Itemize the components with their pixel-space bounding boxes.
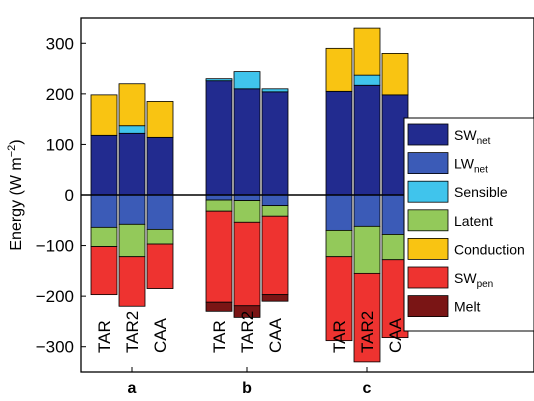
x-tick-label-a: a bbox=[128, 380, 137, 397]
bar-label-b-caa: CAA bbox=[266, 317, 285, 353]
bar-label-c-tar: TAR bbox=[330, 320, 349, 353]
bar-label-b-tar: TAR bbox=[210, 320, 229, 353]
bar-segment-b-caa-melt bbox=[261, 294, 289, 302]
y-tick-label: −300 bbox=[36, 338, 74, 357]
y-tick-label: −200 bbox=[36, 287, 74, 306]
y-tick-label: 100 bbox=[46, 135, 74, 154]
bar-segment-b-tar2-lw-net bbox=[233, 194, 261, 201]
bar-segment-c-tar2-conduction bbox=[353, 27, 381, 76]
bar-segment-b-caa-latent bbox=[261, 205, 289, 217]
y-axis-label: Energy (W m−2) bbox=[6, 139, 25, 250]
bar-segment-a-tar-latent bbox=[90, 226, 118, 247]
bar-segment-c-tar2-sw-pen bbox=[353, 272, 381, 363]
bar-label-a-tar2: TAR2 bbox=[123, 311, 142, 353]
bar-segment-a-tar-lw-net bbox=[90, 194, 118, 228]
bar-segment-b-tar-sw-pen bbox=[205, 210, 233, 303]
legend-swatch-melt bbox=[407, 295, 449, 318]
bar-segment-b-tar-latent bbox=[205, 199, 233, 212]
legend-swatch-lw-net bbox=[407, 152, 449, 175]
y-axis: −300 −200 −100 0 100 200 300 bbox=[36, 34, 86, 357]
bar-segment-b-tar2-latent bbox=[233, 200, 261, 223]
bar-segment-a-tar-conduction bbox=[90, 94, 118, 136]
legend-label-melt: Melt bbox=[454, 299, 481, 315]
bar-segment-b-tar-sw-net bbox=[205, 80, 233, 196]
bar-segment-a-tar-sw-net bbox=[90, 134, 118, 196]
bar-segment-a-tar2-conduction bbox=[118, 83, 146, 127]
bar-segment-b-tar2-sw-net bbox=[233, 88, 261, 196]
legend-label-sensible: Sensible bbox=[454, 184, 508, 200]
bar-label-a-caa: CAA bbox=[151, 317, 170, 353]
bar-labels: TAR TAR2 CAA TAR TAR2 CAA TAR TAR2 CAA bbox=[95, 311, 405, 353]
bar-segment-a-caa-conduction bbox=[146, 101, 174, 138]
bar-segment-a-tar2-lw-net bbox=[118, 194, 146, 225]
bar-segment-c-caa-conduction bbox=[381, 53, 409, 96]
bar-label-c-caa: CAA bbox=[386, 317, 405, 353]
bar-segment-c-tar-latent bbox=[325, 229, 353, 258]
legend-label-sw-net: SWnet bbox=[454, 127, 491, 147]
bar-segment-b-tar-melt bbox=[205, 301, 233, 312]
bar-segment-a-tar2-sensible bbox=[118, 125, 146, 134]
y-tick-label: 200 bbox=[46, 85, 74, 104]
bar-segment-c-tar2-lw-net bbox=[353, 194, 381, 227]
bar-segment-b-tar2-sw-pen bbox=[233, 221, 261, 307]
y-axis-label-exponent: −2 bbox=[6, 145, 18, 158]
legend-label-latent: Latent bbox=[454, 213, 493, 229]
x-tick-label-c: c bbox=[363, 380, 372, 397]
bar-segment-b-caa-sw-net bbox=[261, 91, 289, 196]
bar-segment-a-tar2-sw-net bbox=[118, 132, 146, 196]
bar-label-a-tar: TAR bbox=[95, 320, 114, 353]
bar-segment-a-tar-sw-pen bbox=[90, 246, 118, 296]
bar-segment-c-tar2-latent bbox=[353, 225, 381, 274]
x-axis: a b c bbox=[128, 367, 372, 397]
bar-segment-a-caa-lw-net bbox=[146, 194, 174, 230]
x-tick-label-b: b bbox=[242, 380, 252, 397]
bar-segment-a-tar2-sw-pen bbox=[118, 256, 146, 307]
bar-segment-b-tar2-melt bbox=[233, 305, 261, 318]
bar-segment-b-caa-lw-net bbox=[261, 194, 289, 207]
bar-segment-a-tar2-latent bbox=[118, 223, 146, 258]
bar-segment-c-tar-conduction bbox=[325, 47, 353, 92]
y-axis-label-main: Energy (W m bbox=[8, 157, 25, 250]
legend-swatch-sw-net bbox=[407, 123, 449, 146]
legend-label-lw-net: LWnet bbox=[454, 156, 488, 176]
legend: SWnet LWnet Sensible Latent Conduction SWpen M… bbox=[403, 117, 534, 332]
legend-swatch-latent bbox=[407, 209, 449, 232]
bar-segment-b-caa-sensible bbox=[261, 88, 289, 93]
legend-swatch-conduction bbox=[407, 237, 449, 260]
y-tick-label: 0 bbox=[65, 186, 74, 205]
bar-segment-b-tar-sensible bbox=[205, 78, 233, 82]
legend-swatch-sw-pen bbox=[407, 266, 449, 289]
bar-segment-c-tar-lw-net bbox=[325, 194, 353, 231]
legend-swatch-sensible bbox=[407, 180, 449, 203]
bar-segment-c-tar-sw-net bbox=[325, 90, 353, 196]
y-axis-label-close: ) bbox=[8, 139, 25, 144]
bar-label-c-tar2: TAR2 bbox=[358, 311, 377, 353]
bar-segment-a-caa-sw-pen bbox=[146, 243, 174, 289]
legend-label-conduction: Conduction bbox=[454, 241, 525, 257]
bar-segment-b-tar-lw-net bbox=[205, 194, 233, 201]
bar-segment-b-caa-sw-pen bbox=[261, 215, 289, 296]
y-tick-label: −100 bbox=[36, 237, 74, 256]
bar-segment-c-tar-sw-pen bbox=[325, 256, 353, 342]
bar-segment-a-caa-sw-net bbox=[146, 136, 174, 196]
bar-segment-b-tar2-sensible bbox=[233, 71, 261, 90]
bar-segment-a-caa-latent bbox=[146, 228, 174, 245]
legend-label-sw-pen: SWpen bbox=[454, 270, 493, 290]
bar-label-b-tar2: TAR2 bbox=[238, 311, 257, 353]
y-tick-label: 300 bbox=[46, 34, 74, 53]
bar-segment-c-tar2-sw-net bbox=[353, 84, 381, 196]
bar-segment-c-tar2-sensible bbox=[353, 74, 381, 86]
